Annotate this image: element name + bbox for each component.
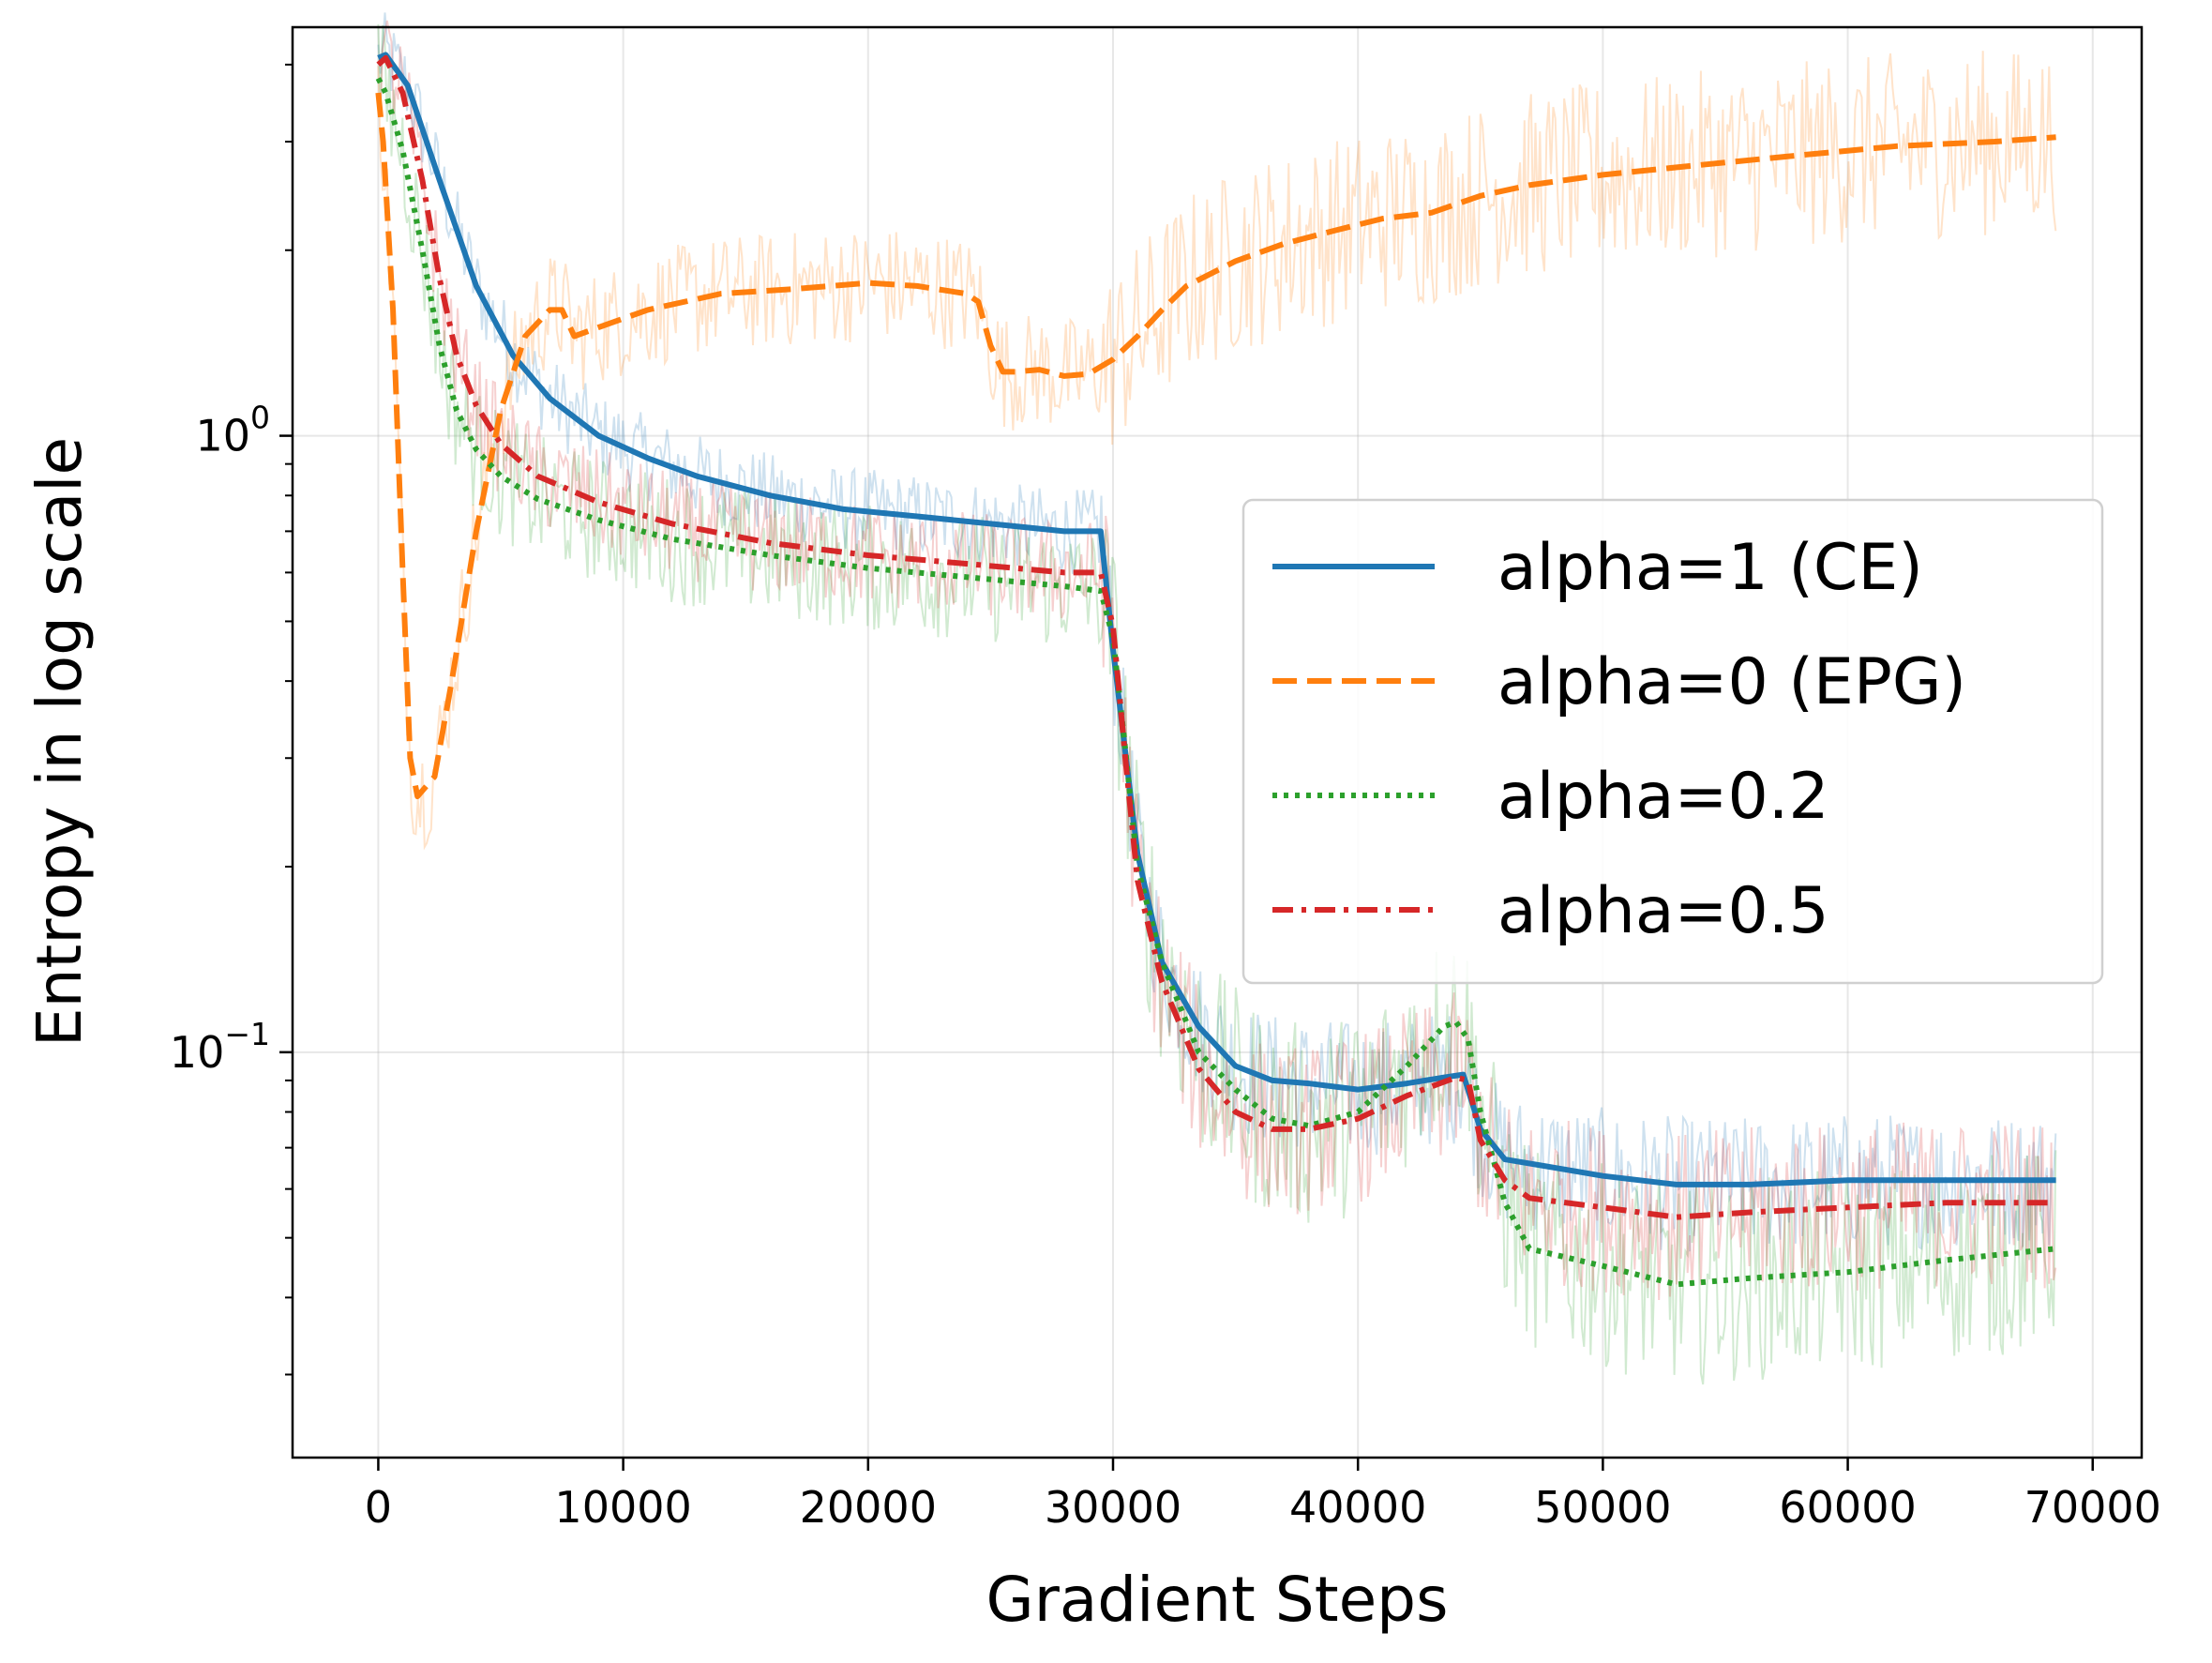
x-tick-label: 20000 bbox=[800, 1482, 937, 1533]
series-lines bbox=[375, 52, 2056, 1288]
x-tick-label: 40000 bbox=[1289, 1482, 1426, 1533]
noise-band-2 bbox=[377, 23, 2057, 1385]
series-line-3 bbox=[376, 54, 2056, 1220]
legend: alpha=1 (CE) alpha=0 (EPG) alpha=0.2 alpha=… bbox=[1241, 498, 2104, 985]
y-axis-label: Entropy in log scale bbox=[23, 437, 96, 1047]
x-tick-label: 10000 bbox=[554, 1482, 691, 1533]
axis-ticks: 0 10000 20000 30000 40000 50000 60000 70000 100 1… bbox=[170, 63, 2161, 1533]
x-axis-label: Gradient Steps bbox=[986, 1564, 1449, 1636]
x-tick-label: 70000 bbox=[2024, 1482, 2161, 1533]
y-tick-label: 100 bbox=[195, 400, 270, 461]
series-line-2 bbox=[375, 77, 2056, 1288]
noise-band-1 bbox=[377, 51, 2057, 851]
x-tick-label: 0 bbox=[365, 1482, 392, 1533]
legend-label-2: alpha=0.2 bbox=[1497, 760, 1829, 834]
plot-frame bbox=[291, 25, 2144, 1459]
noise-band-0 bbox=[377, 12, 2057, 1252]
x-tick-label: 50000 bbox=[1534, 1482, 1671, 1533]
legend-label-0: alpha=1 (CE) bbox=[1497, 531, 1923, 605]
y-tick-label: 10−1 bbox=[170, 1016, 270, 1078]
x-tick-label: 60000 bbox=[1779, 1482, 1916, 1533]
series-line-0 bbox=[377, 52, 2056, 1187]
x-tick-label: 30000 bbox=[1045, 1482, 1181, 1533]
legend-label-1: alpha=0 (EPG) bbox=[1497, 645, 1966, 719]
noise-bands bbox=[377, 12, 2057, 1385]
legend-label-3: alpha=0.5 bbox=[1497, 874, 1829, 948]
noise-band-3 bbox=[378, 20, 2057, 1301]
series-line-1 bbox=[375, 92, 2056, 800]
legend-box bbox=[1241, 498, 2104, 985]
